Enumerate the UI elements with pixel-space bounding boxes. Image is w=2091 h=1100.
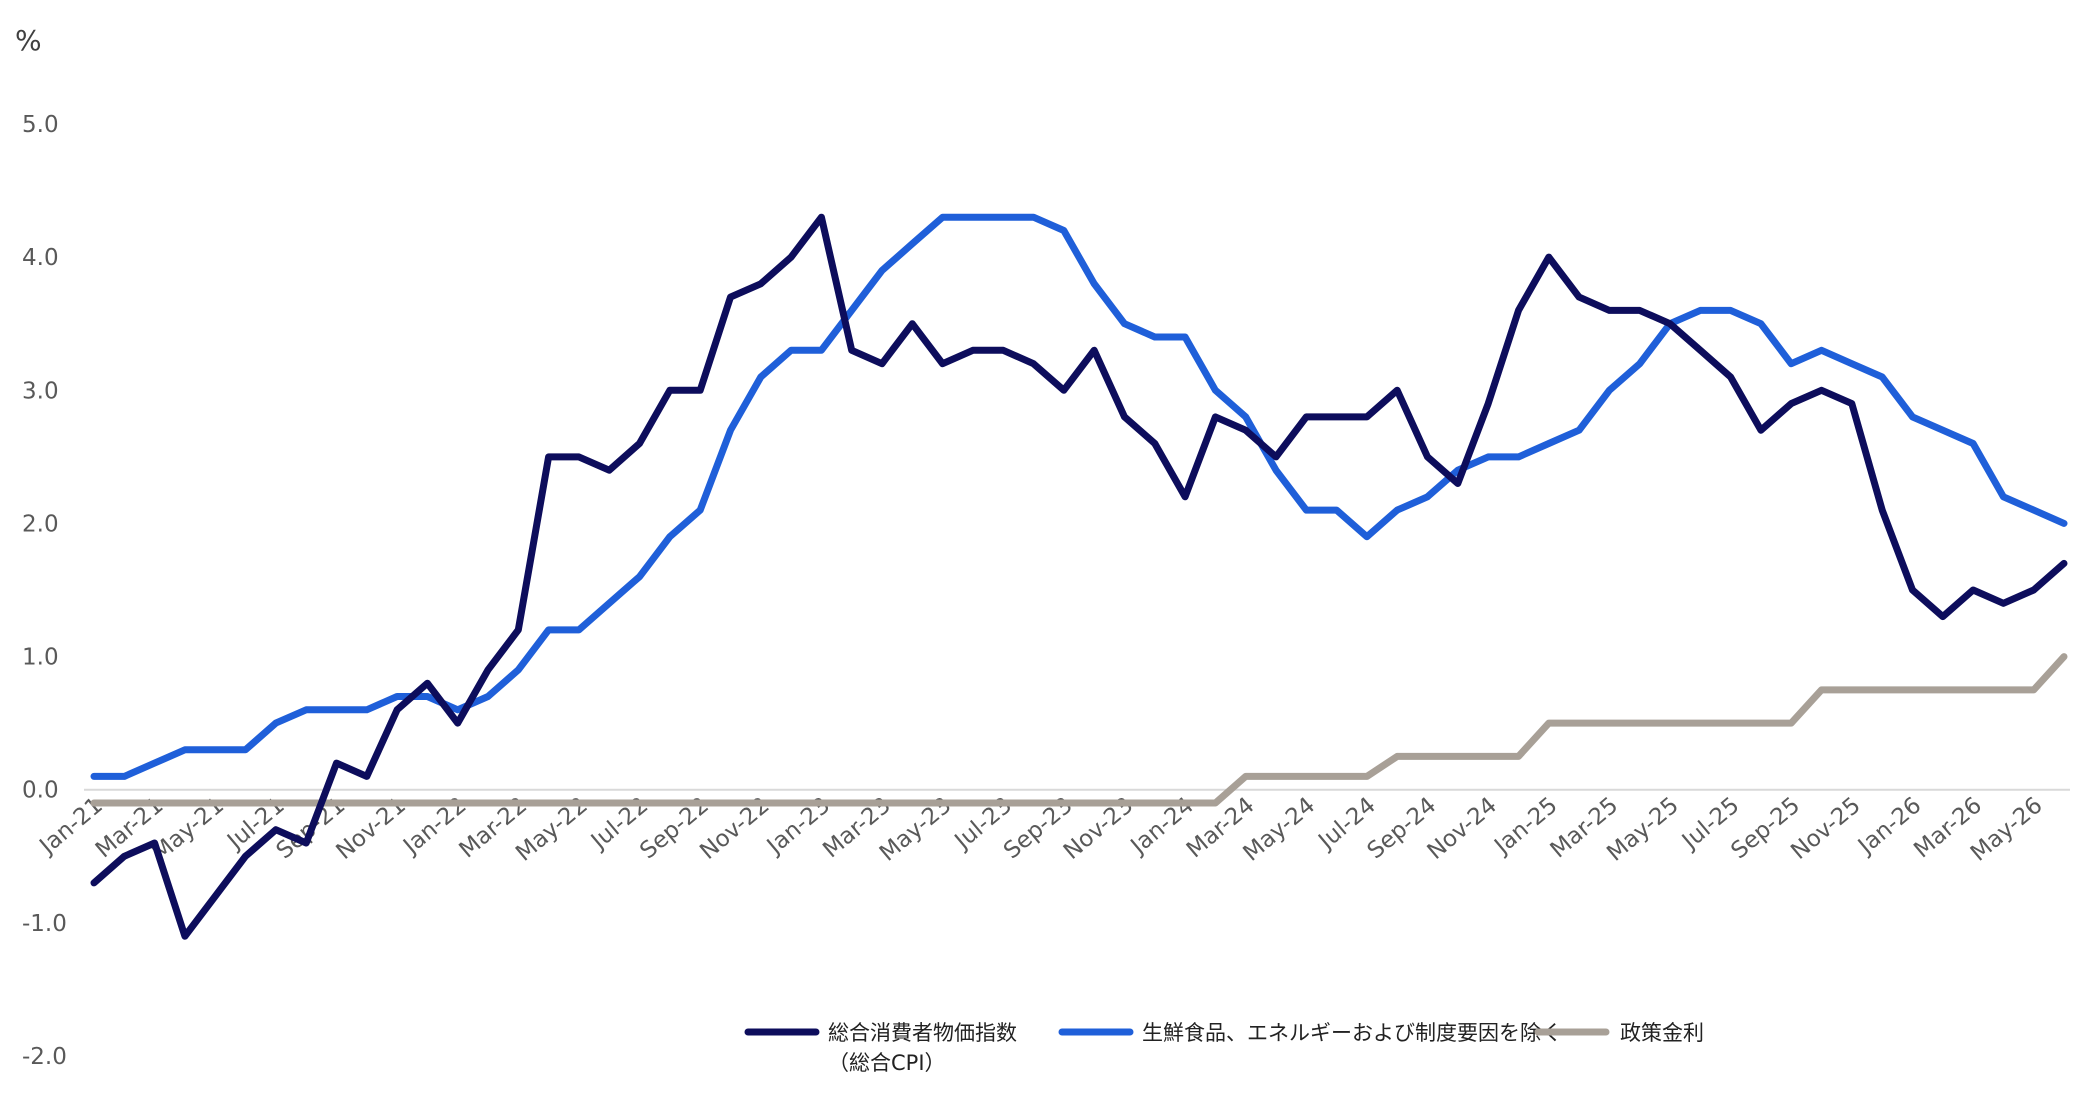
legend-label-2: 政策金利 (1620, 1021, 1704, 1045)
series-line-1 (90, 213, 2068, 780)
y-tick-label: 5.0 (22, 112, 59, 138)
legend-label-1: 生鮮食品、エネルギーおよび制度要因を除く (1142, 1021, 1562, 1045)
legend-label-0: （総合CPI） (828, 1051, 946, 1075)
x-tick-label: Nov-24 (1423, 792, 1502, 865)
y-axis-unit-label: % (15, 24, 42, 57)
y-tick-label: 2.0 (22, 511, 59, 537)
legend: 総合消費者物価指数 （総合CPI） 生鮮食品、エネルギーおよび制度要因を除く 政策金利 (744, 1021, 1704, 1075)
y-tick-label: 0.0 (22, 778, 59, 804)
y-tick-label: -2.0 (22, 1044, 67, 1070)
y-axis-ticks: 5.0 4.0 3.0 2.0 1.0 0.0 -1.0 -2.0 (22, 112, 67, 1070)
x-tick-label: Nov-25 (1786, 792, 1865, 865)
y-tick-label: 4.0 (22, 245, 59, 271)
series-lines (90, 213, 2068, 940)
y-tick-label: -1.0 (22, 911, 67, 937)
legend-label-0: 総合消費者物価指数 (828, 1021, 1017, 1045)
series-line-0 (90, 213, 2068, 940)
series-line-2 (90, 653, 2068, 807)
y-tick-label: 3.0 (22, 378, 59, 404)
y-tick-label: 1.0 (22, 645, 59, 671)
